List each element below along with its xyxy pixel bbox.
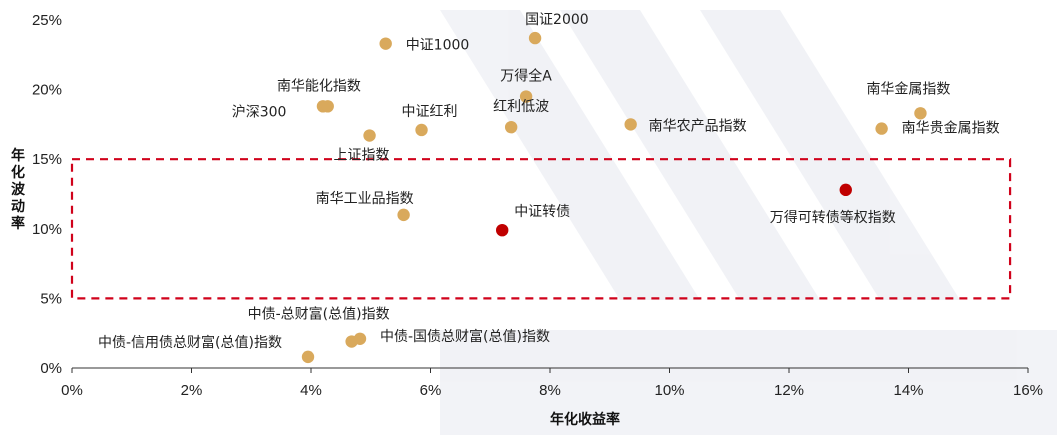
x-tick-label: 16% (1013, 382, 1043, 399)
data-point (321, 100, 334, 113)
x-tick-label: 14% (893, 382, 923, 399)
data-point (496, 223, 509, 237)
y-axis-title: 年化波动率 (11, 147, 26, 232)
data-label: 中债-总财富(总值)指数 (248, 306, 390, 323)
data-label: 国证2000 (525, 12, 589, 28)
data-label: 中证红利 (402, 104, 458, 120)
background-watermark (440, 10, 1057, 435)
data-label: 上证指数 (334, 148, 390, 164)
data-point (624, 118, 637, 131)
data-label: 中债-国债总财富(总值)指数 (380, 328, 550, 345)
x-axis-title: 年化收益率 (550, 411, 620, 428)
x-tick-label: 0% (61, 382, 83, 399)
data-point (379, 37, 392, 50)
y-tick-label: 0% (40, 360, 62, 377)
y-axis-ticks: 0% 5% 10% 15% 20% 25% (32, 12, 62, 377)
y-tick-label: 15% (32, 151, 62, 168)
data-label: 中证1000 (406, 38, 470, 54)
data-label: 南华农产品指数 (649, 118, 747, 134)
y-tick-label: 5% (40, 290, 62, 307)
data-label: 中债-信用债总财富(总值)指数 (98, 334, 282, 351)
data-label: 南华工业品指数 (316, 191, 414, 207)
data-label: 红利低波 (493, 99, 549, 115)
data-point (528, 31, 542, 45)
x-tick-label: 12% (774, 382, 804, 399)
data-point (363, 129, 376, 142)
x-tick-label: 10% (654, 382, 684, 399)
data-label: 南华能化指数 (277, 78, 361, 94)
data-points (301, 31, 927, 364)
data-label: 沪深300 (232, 104, 287, 120)
data-label: 万得全A (500, 68, 552, 85)
y-tick-label: 10% (32, 221, 62, 238)
data-label: 万得可转债等权指数 (770, 209, 896, 226)
data-point (397, 208, 410, 222)
x-axis-ticks: 0% 2% 4% 6% 8% 10% 12% 14% 16% (61, 368, 1043, 399)
data-point (519, 90, 533, 103)
data-point (345, 335, 358, 348)
x-tick-label: 6% (420, 382, 442, 399)
y-tick-label: 20% (32, 82, 62, 99)
highlight-band (70, 158, 1012, 300)
data-point (875, 122, 888, 135)
x-tick-label: 4% (300, 382, 322, 399)
data-point (504, 120, 518, 134)
data-label: 中证转债 (514, 204, 570, 220)
data-point (415, 123, 428, 137)
y-tick-label: 25% (32, 12, 62, 29)
data-label: 南华金属指数 (866, 81, 950, 97)
data-point (839, 183, 852, 197)
data-point (914, 107, 927, 120)
x-tick-label: 2% (181, 382, 203, 399)
data-point (301, 350, 315, 364)
data-label: 南华贵金属指数 (902, 121, 1000, 137)
x-tick-label: 8% (539, 382, 561, 399)
